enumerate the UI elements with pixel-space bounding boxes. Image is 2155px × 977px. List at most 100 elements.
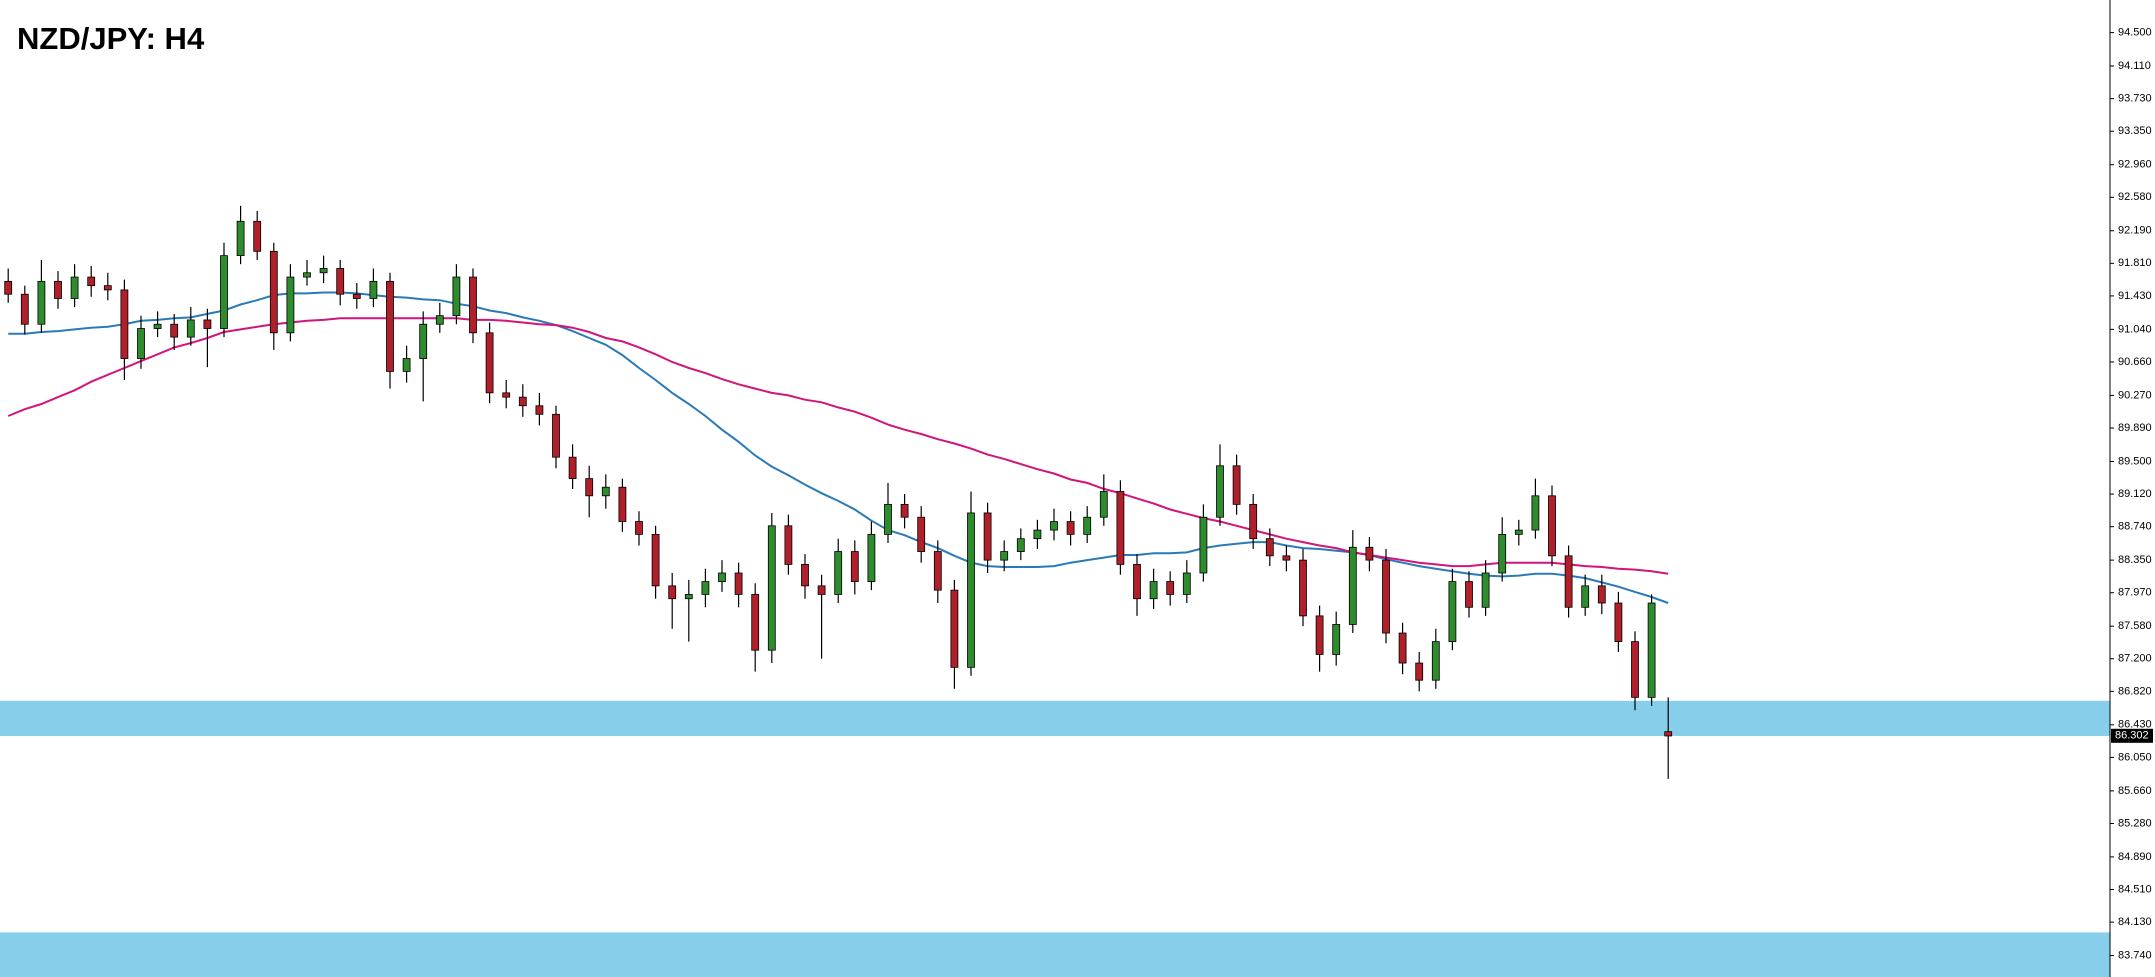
candle-body (850, 551, 859, 582)
y-tick-label: 84.130 (2118, 916, 2152, 928)
candle-body (54, 280, 62, 299)
candle-body (784, 525, 793, 565)
candle-body (87, 276, 96, 287)
zones (0, 700, 2110, 977)
candle-body (1348, 546, 1357, 625)
candle-body (485, 332, 494, 394)
candle-body (170, 323, 179, 338)
candle-body (668, 585, 677, 600)
y-tick-label: 91.810 (2118, 257, 2152, 269)
candle-body (70, 276, 79, 299)
candle-body (186, 319, 195, 338)
chart-title: NZD/JPY: H4 (17, 21, 205, 56)
candle-body (1597, 585, 1606, 604)
candle-body (1332, 624, 1341, 655)
candle-body (1315, 615, 1324, 655)
candle-body (452, 276, 461, 317)
moving-averages (7, 291, 1669, 604)
y-tick-label: 83.740 (2118, 949, 2152, 961)
candle-body (286, 276, 295, 334)
candle-body (1016, 538, 1025, 552)
candle-body (1282, 555, 1291, 561)
candle-body (253, 220, 262, 252)
candle-body (303, 272, 311, 278)
candle-body (518, 396, 527, 407)
candle-body (718, 572, 726, 582)
candle-body (535, 405, 544, 415)
candle-body (120, 289, 129, 359)
candle-body (1631, 641, 1639, 698)
candle-body (1581, 585, 1590, 608)
candle-body (867, 533, 876, 582)
candle-body (137, 328, 145, 359)
candle-body (4, 280, 13, 295)
y-tick-label: 92.960 (2118, 159, 2152, 171)
y-tick-label: 87.200 (2118, 653, 2152, 665)
candle-body (419, 323, 428, 359)
y-tick-label: 93.730 (2118, 93, 2152, 105)
y-tick-label: 84.890 (2118, 851, 2152, 863)
candle-body (1299, 559, 1307, 617)
candle-body (220, 255, 228, 329)
candle-body (1481, 572, 1490, 608)
last-price-box (2111, 728, 2153, 743)
candle-body (1548, 495, 1556, 557)
y-tick-label: 90.270 (2118, 389, 2152, 401)
candle-body (1116, 491, 1125, 565)
y-tick-label: 89.890 (2118, 422, 2152, 434)
y-tick-label: 93.350 (2118, 125, 2152, 137)
candle-body (684, 594, 693, 600)
candle-body (1531, 495, 1540, 531)
y-tick-label: 85.660 (2118, 785, 2152, 797)
y-tick-label: 84.510 (2118, 883, 2152, 895)
candle-body (1465, 581, 1473, 608)
y-tick-label: 85.280 (2118, 817, 2152, 829)
candle-body (552, 413, 560, 458)
candle-body (1647, 602, 1656, 698)
candle-body (402, 358, 411, 372)
candle-body (20, 293, 29, 325)
candle-body (601, 486, 610, 497)
candle-body (734, 572, 743, 595)
y-tick-label: 87.580 (2118, 620, 2152, 632)
candle-body (435, 315, 444, 325)
candle-body (751, 594, 760, 651)
y-tick-label: 92.580 (2118, 191, 2152, 203)
candle-body (103, 285, 112, 291)
candle-body (1415, 662, 1424, 681)
candle-body (1216, 465, 1224, 518)
candle-body (502, 392, 511, 398)
candle-body (967, 512, 975, 668)
candle-body (1564, 555, 1573, 608)
candle-body (950, 589, 959, 668)
price-axis: 94.500 94.110 93.730 93.350 92.960 92.580 92.1… (2109, 0, 2153, 977)
y-tick-label: 86.430 (2118, 719, 2152, 731)
candle-body (319, 268, 328, 274)
candle-body (651, 533, 660, 587)
candle-body (1431, 641, 1440, 681)
candle-body (369, 280, 378, 299)
candle-body (884, 503, 892, 535)
candle-body (917, 516, 926, 552)
candle-body (701, 581, 710, 595)
candle-body (386, 280, 394, 372)
candle-body (236, 220, 245, 257)
candle-body (1498, 533, 1507, 574)
y-tick-label: 90.660 (2118, 356, 2152, 368)
y-tick-label: 87.970 (2118, 587, 2152, 599)
candle-body (37, 280, 46, 325)
candle-body (153, 323, 162, 329)
zone (0, 932, 2110, 977)
candle-body (1398, 632, 1407, 664)
candle-body (1448, 581, 1457, 643)
candle-body (585, 478, 594, 497)
y-tick-label: 88.350 (2118, 554, 2152, 566)
candle-body (1050, 521, 1058, 531)
y-tick-label: 86.820 (2118, 685, 2152, 697)
candle-body (900, 503, 909, 518)
y-tick-label: 86.050 (2118, 751, 2152, 763)
candle-body (1514, 529, 1523, 535)
candle-body (568, 456, 577, 480)
